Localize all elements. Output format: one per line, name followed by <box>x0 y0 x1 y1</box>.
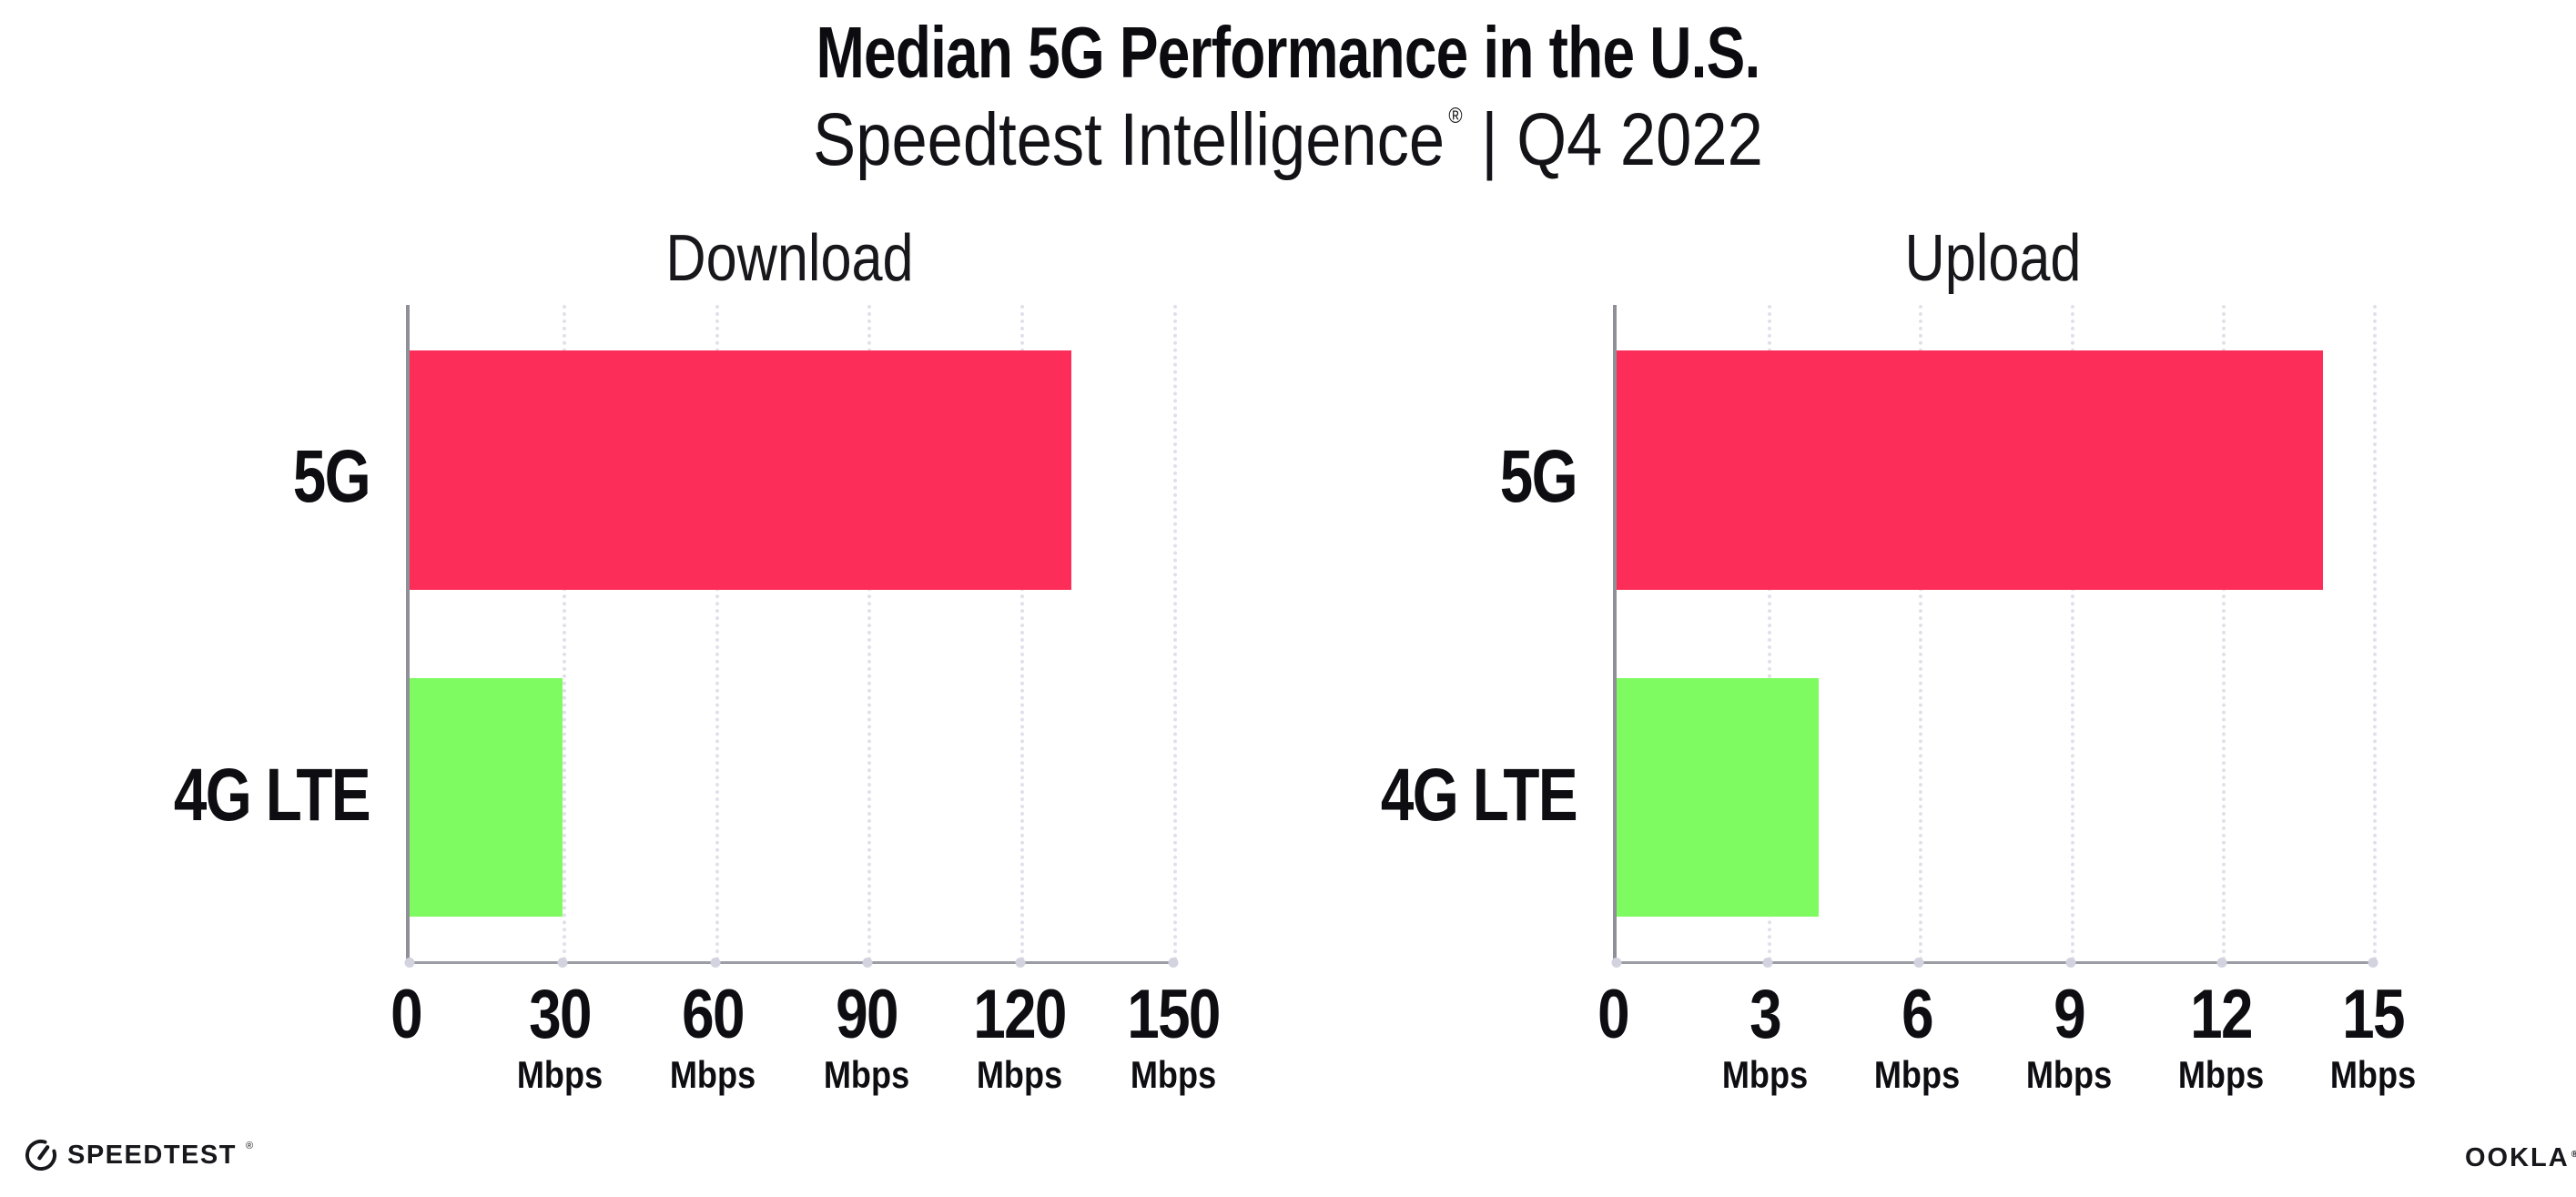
gridline <box>715 305 719 961</box>
x-tick: 15 Mbps <box>2264 979 2482 1096</box>
gridline <box>867 305 872 961</box>
x-tick-value: 150 <box>1127 976 1221 1053</box>
x-tick: 90 Mbps <box>757 979 976 1096</box>
ookla-wordmark: OOKLA <box>2465 1143 2570 1172</box>
x-tick: 120 Mbps <box>910 979 1129 1096</box>
x-tick-unit: Mbps <box>2177 1053 2265 1096</box>
x-tick-unit: Mbps <box>2025 1053 2113 1096</box>
x-tick-unit: Mbps <box>670 1053 756 1096</box>
x-tick-unit: Mbps <box>1130 1053 1217 1096</box>
x-tick-value: 30 <box>528 976 592 1053</box>
gridline <box>1768 305 1772 961</box>
upload-plot-area <box>1611 305 2378 968</box>
page-subtitle: Speedtest Intelligence ® | Q4 2022 <box>180 95 2396 204</box>
upload-bar-5g <box>1617 350 2323 590</box>
gridline <box>562 305 566 961</box>
axis-tick-dot <box>1168 958 1179 968</box>
speedtest-gauge-icon <box>25 1140 56 1172</box>
gridline <box>2373 305 2377 961</box>
x-tick-unit: Mbps <box>516 1053 603 1096</box>
x-tick: 60 Mbps <box>603 979 822 1096</box>
speedtest-trademark-icon: ® <box>245 1141 254 1151</box>
x-tick: 12 Mbps <box>2112 979 2330 1096</box>
x-tick-value: 60 <box>682 976 745 1053</box>
gridline <box>1919 305 1923 961</box>
gridline <box>2070 305 2074 961</box>
x-tick-value: 3 <box>1749 976 1782 1053</box>
x-tick-unit: Mbps <box>1721 1053 1809 1096</box>
x-tick: 30 Mbps <box>451 979 669 1096</box>
gridline <box>1020 305 1025 961</box>
x-tick: 0 <box>1504 979 1722 1054</box>
download-bar-5g <box>410 350 1072 590</box>
subtitle-brand: Speedtest Intelligence <box>813 98 1445 181</box>
x-tick-unit: Mbps <box>823 1053 909 1096</box>
x-tick: 9 Mbps <box>1960 979 2178 1096</box>
upload-chart-title: Upload <box>1904 222 2082 295</box>
axis-tick-dot <box>557 958 568 968</box>
download-chart-title: Download <box>665 222 914 295</box>
x-tick-unit: Mbps <box>2329 1053 2417 1096</box>
upload-category-label-4g-lte: 4G LTE <box>1380 754 1578 837</box>
subtitle-separator: | <box>1481 98 1498 181</box>
gridline <box>2221 305 2226 961</box>
download-category-label-5g: 5G <box>292 435 371 518</box>
x-tick-value: 15 <box>2342 976 2405 1053</box>
axis-tick-dot <box>2065 958 2076 968</box>
axis-tick-dot <box>1762 958 1773 968</box>
upload-x-axis-ticks: 0 3 Mbps 6 Mbps 9 Mbps 12 Mbps 15 Mbps <box>1597 979 2416 1134</box>
download-category-label-4g-lte: 4G LTE <box>173 754 371 837</box>
download-plot-area <box>404 305 1179 968</box>
subtitle-period: Q4 2022 <box>1516 98 1763 181</box>
axis-tick-dot <box>1913 958 1924 968</box>
x-tick-value: 0 <box>1597 976 1630 1053</box>
x-tick: 6 Mbps <box>1808 979 2026 1096</box>
x-tick-value: 12 <box>2190 976 2253 1053</box>
x-tick-value: 90 <box>835 976 898 1053</box>
axis-tick-dot <box>1015 958 1026 968</box>
x-tick: 3 Mbps <box>1656 979 1874 1096</box>
axis-tick-dot <box>862 958 873 968</box>
x-tick: 0 <box>297 979 515 1054</box>
speedtest-wordmark: SPEEDTEST <box>67 1140 237 1170</box>
x-tick-value: 0 <box>390 976 423 1053</box>
ookla-trademark-icon: ® <box>2571 1150 2576 1160</box>
x-tick: 150 Mbps <box>1064 979 1283 1096</box>
axis-tick-dot <box>2216 958 2227 968</box>
axis-tick-dot <box>2368 958 2378 968</box>
registered-trademark-icon: ® <box>1448 104 1463 128</box>
axis-tick-dot <box>1611 958 1622 968</box>
x-tick-value: 9 <box>2054 976 2086 1053</box>
axis-tick-dot <box>710 958 721 968</box>
ookla-logo: OOKLA® <box>2465 1143 2576 1173</box>
download-x-axis-ticks: 0 30 Mbps 60 Mbps 90 Mbps 120 Mbps 150 M… <box>390 979 1221 1134</box>
speedtest-logo: SPEEDTEST ® <box>24 1138 253 1172</box>
upload-category-label-5g: 5G <box>1499 435 1578 518</box>
axis-tick-dot <box>404 958 415 968</box>
upload-bar-4g-lte <box>1617 677 1819 917</box>
download-bar-4g-lte <box>410 677 563 917</box>
x-tick-value: 120 <box>973 976 1068 1053</box>
page-title: Median 5G Performance in the U.S. <box>816 12 1761 93</box>
x-tick-unit: Mbps <box>1873 1053 1961 1096</box>
x-tick-value: 6 <box>1902 976 1934 1053</box>
x-tick-unit: Mbps <box>977 1053 1063 1096</box>
gridline <box>1173 305 1177 961</box>
